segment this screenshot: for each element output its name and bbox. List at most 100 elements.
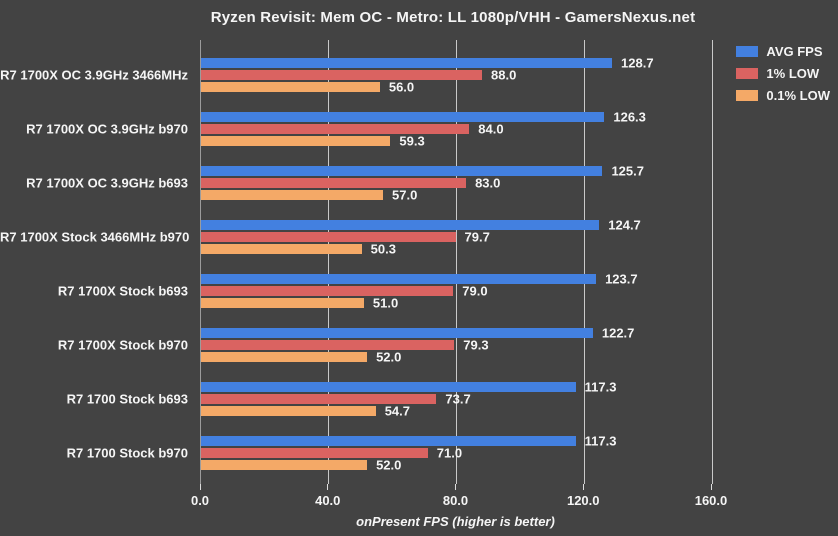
legend-label: 0.1% LOW	[766, 88, 830, 103]
bar-value-label: 59.3	[399, 133, 425, 149]
bar-avg-fps	[201, 112, 605, 122]
bar-row: 83.0	[201, 176, 780, 191]
bar-0.1-low	[201, 82, 380, 92]
chart-title: Ryzen Revisit: Mem OC - Metro: LL 1080p/…	[210, 9, 696, 26]
legend-item: 1% LOW	[736, 66, 830, 81]
x-tick	[710, 484, 712, 490]
bar-avg-fps	[201, 58, 613, 68]
x-tick	[327, 484, 329, 490]
bar-value-label: 79.3	[463, 337, 489, 353]
legend-swatch	[736, 46, 759, 57]
bar-group: R7 1700X Stock b693 123.7 79.0 51.0	[58, 264, 780, 318]
bar-row: 52.0	[201, 349, 780, 365]
gridline	[328, 40, 330, 484]
bar-value-label: 124.7	[608, 217, 641, 233]
bar-avg-fps	[201, 274, 597, 284]
bar-value-label: 52.0	[376, 457, 402, 473]
bar-row: 128.7	[201, 55, 780, 71]
bar-row: 79.3	[201, 337, 780, 353]
bar-avg-fps	[201, 166, 603, 176]
x-tick-label: 160.0	[694, 493, 728, 508]
bar-row: 59.3	[201, 133, 780, 149]
bar-row: 84.0	[201, 121, 780, 137]
category-label: R7 1700X OC 3.9GHz 3466MHz	[0, 67, 188, 83]
bar-1-low	[201, 448, 428, 458]
bar-1-low	[201, 340, 455, 350]
x-axis: 0.0 40.0 80.0 120.0 160.0	[191, 484, 780, 512]
x-tick	[582, 484, 584, 490]
x-tick-label: 120.0	[566, 493, 600, 508]
x-tick	[455, 484, 456, 490]
bar-0.1-low	[201, 190, 384, 200]
bar-0.1-low	[201, 406, 376, 416]
x-tick-label: 80.0	[442, 493, 469, 508]
category-label: R7 1700 Stock b970	[66, 445, 188, 461]
legend-swatch	[736, 68, 759, 79]
bar-row: 117.3	[201, 433, 780, 449]
bar-0.1-low	[201, 460, 368, 470]
bar-avg-fps	[201, 328, 593, 338]
bar-row: 51.0	[201, 296, 780, 311]
category-label: R7 1700X Stock 3466MHz b970	[0, 229, 190, 245]
x-tick-label: 0.0	[190, 493, 210, 508]
category-label: R7 1700X OC 3.9GHz b693	[26, 175, 188, 191]
bar-group: R7 1700X Stock b970 122.7 79.3 52.0	[58, 318, 780, 372]
bar-group: R7 1700X OC 3.9GHz 3466MHz 128.7 88.0 56.0	[0, 48, 780, 102]
x-axis-title: onPresent FPS (higher is better)	[356, 514, 555, 529]
bar-row: 79.0	[201, 283, 780, 299]
bar-value-label: 79.0	[462, 283, 488, 299]
bar-avg-fps	[201, 436, 576, 446]
bar-0.1-low	[201, 136, 391, 146]
bar-groups: R7 1700X OC 3.9GHz 3466MHz 128.7 88.0 56.0 R…	[0, 40, 780, 484]
plot-area: R7 1700X OC 3.9GHz 3466MHz 128.7 88.0 56.0 R…	[0, 40, 780, 484]
bar-0.1-low	[201, 352, 368, 362]
bar-0.1-low	[201, 244, 362, 254]
bar-row: 126.3	[201, 109, 780, 125]
category-label: R7 1700X Stock b970	[57, 337, 188, 353]
category-label: R7 1700X OC 3.9GHz b970	[26, 121, 188, 137]
bar-row: 54.7	[201, 404, 780, 419]
bar-row: 56.0	[201, 79, 780, 95]
bar-value-label: 57.0	[392, 187, 418, 203]
bar-value-label: 88.0	[491, 67, 517, 83]
gridline	[711, 40, 713, 484]
legend-label: 1% LOW	[766, 66, 820, 81]
gridline	[456, 40, 457, 484]
bar-row: 79.7	[201, 230, 780, 245]
legend: AVG FPS 1% LOW 0.1% LOW	[736, 44, 830, 110]
bar-row: 50.3	[201, 242, 780, 257]
bar-value-label: 125.7	[611, 163, 644, 179]
bar-group: R7 1700 Stock b970 117.3 71.0 52.0	[67, 426, 780, 480]
bar-1-low	[201, 232, 456, 242]
legend-label: AVG FPS	[766, 44, 823, 59]
bar-row: 71.0	[201, 446, 780, 461]
legend-swatch	[736, 90, 759, 101]
bar-row: 123.7	[201, 272, 780, 287]
bar-value-label: 73.7	[445, 391, 471, 407]
bar-1-low	[201, 70, 483, 80]
bar-1-low	[201, 178, 467, 188]
bar-value-label: 52.0	[376, 349, 402, 365]
bar-1-low	[201, 124, 470, 134]
bar-0.1-low	[201, 298, 364, 308]
bar-row: 88.0	[201, 67, 780, 83]
bar-row: 73.7	[201, 391, 780, 407]
bar-value-label: 84.0	[478, 121, 504, 137]
x-tick	[199, 484, 201, 490]
bar-group: R7 1700X Stock 3466MHz b970 124.7 79.7 50.3	[0, 210, 780, 264]
bar-row: 52.0	[201, 457, 780, 473]
bar-value-label: 117.3	[584, 433, 617, 449]
bar-avg-fps	[201, 382, 576, 392]
bar-value-label: 56.0	[388, 79, 415, 95]
gridline	[583, 40, 585, 484]
bar-value-label: 122.7	[601, 325, 635, 341]
bar-1-low	[201, 286, 454, 296]
bar-value-label: 126.3	[613, 109, 646, 125]
bar-value-label: 128.7	[621, 55, 654, 71]
bar-1-low	[201, 394, 437, 404]
x-tick-label: 40.0	[315, 493, 341, 508]
bar-value-label: 117.3	[584, 379, 617, 395]
legend-item: 0.1% LOW	[736, 88, 830, 103]
legend-item: AVG FPS	[736, 44, 830, 59]
